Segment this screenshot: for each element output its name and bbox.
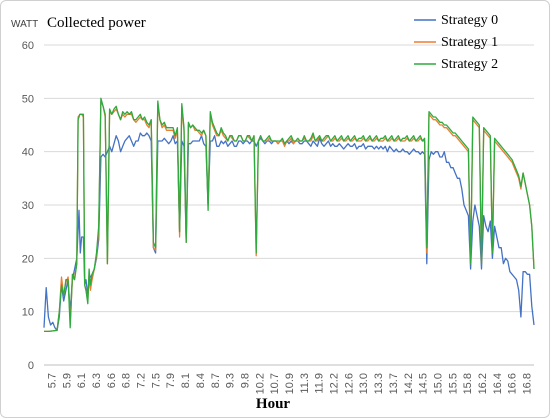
legend-label-2: Strategy 2 — [441, 57, 498, 72]
y-tick-label: 20 — [22, 253, 34, 265]
x-tick-label: 9.3 — [225, 373, 237, 388]
x-tick-label: 16.8 — [522, 373, 534, 394]
x-tick-label: 9.8 — [239, 373, 251, 388]
x-tick-label: 7.5 — [150, 373, 162, 388]
gridlines — [44, 44, 534, 366]
x-tick-label: 6.1 — [76, 373, 88, 388]
x-tick-label: 10.9 — [284, 373, 296, 394]
series-line-strategy-1 — [44, 100, 535, 333]
x-tick-label: 13.0 — [358, 373, 370, 394]
x-tick-label: 8.1 — [180, 373, 192, 388]
x-tick-label: 10.7 — [269, 373, 281, 394]
x-tick-label: 15.8 — [462, 373, 474, 394]
y-tick-label: 0 — [28, 360, 34, 372]
y-tick-label: 40 — [22, 147, 34, 159]
x-tick-label: 5.9 — [61, 373, 73, 388]
chart-title: Collected power — [47, 15, 146, 31]
x-tick-label: 7.9 — [165, 373, 177, 388]
x-tick-label: 10.2 — [254, 373, 266, 394]
series-line-strategy-0 — [43, 132, 535, 331]
x-tick-label: 13.3 — [373, 373, 385, 394]
x-tick-label: 8.7 — [210, 373, 222, 388]
x-tick-label: 11.3 — [299, 373, 311, 394]
y-tick-labels: 0 10 20 30 40 50 60 — [22, 40, 34, 372]
legend-label-1: Strategy 1 — [441, 35, 498, 50]
series-lines — [43, 97, 535, 333]
x-tick-label: 6.6 — [106, 373, 118, 388]
x-tick-label: 7.2 — [136, 373, 148, 388]
x-tick-label: 6.3 — [91, 373, 103, 388]
x-tick-label: 15.5 — [447, 373, 459, 394]
legend: Strategy 0 Strategy 1 Strategy 2 — [414, 13, 498, 72]
x-tick-label: 11.9 — [314, 373, 326, 394]
x-tick-label: 15.0 — [432, 373, 444, 394]
x-tick-label: 12.6 — [343, 373, 355, 394]
x-tick-label: 8.4 — [195, 373, 207, 388]
x-tick-label: 13.7 — [388, 373, 400, 394]
x-tick-labels: 5.7 5.9 6.1 6.3 6.6 6.8 7.2 7.5 7.9 8.1 8.4 8.7 9.3 9… — [46, 373, 533, 394]
x-tick-label: 16.6 — [507, 373, 519, 394]
x-tick-label: 6.8 — [121, 373, 133, 388]
x-tick-label: 5.7 — [46, 373, 58, 388]
series-line-strategy-2 — [44, 97, 535, 333]
y-tick-label: 10 — [22, 307, 34, 319]
x-tick-label: 14.5 — [418, 373, 430, 394]
y-tick-label: 50 — [22, 93, 34, 105]
x-tick-label: 16.2 — [477, 373, 489, 394]
x-tick-label: 16.4 — [492, 373, 504, 394]
y-tick-label: 30 — [22, 200, 34, 212]
legend-label-0: Strategy 0 — [441, 13, 498, 28]
y-tick-label: 60 — [22, 40, 34, 52]
x-tick-label: 14.2 — [403, 373, 415, 394]
y-axis-unit: WATT — [11, 19, 38, 30]
x-axis-label: Hour — [256, 396, 291, 412]
x-tick-label: 12.2 — [329, 373, 341, 394]
